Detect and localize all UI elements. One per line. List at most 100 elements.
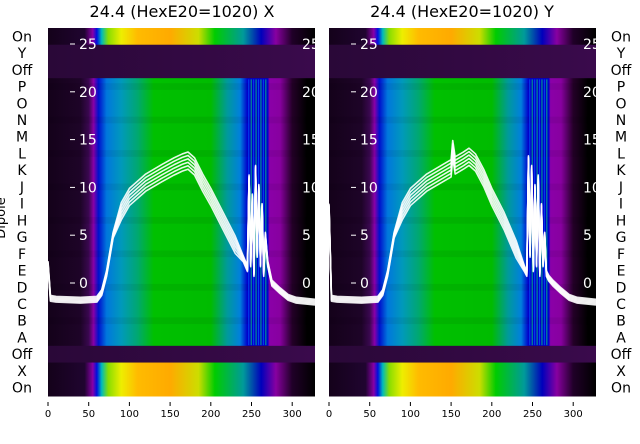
- row-label-right: I: [619, 197, 623, 213]
- heatmap-row-shade: [329, 234, 596, 241]
- heatmap-row-shade: [48, 334, 315, 341]
- row-label-left: X: [17, 364, 27, 380]
- twin-y-tick-label: 20: [583, 85, 601, 101]
- row-label-left: A: [17, 330, 27, 346]
- heatmap-row-shade: [329, 200, 596, 207]
- heatmap-row-shade: [48, 200, 315, 207]
- row-label-left: I: [20, 197, 24, 213]
- row-label-left: G: [17, 230, 28, 246]
- heatmap-row-shade: [48, 283, 315, 291]
- inner-y-tick-label: 10: [79, 180, 97, 196]
- heatmap-row: [48, 362, 315, 380]
- twin-y-tick-label: 25: [583, 37, 601, 53]
- heatmap-row: [329, 61, 596, 79]
- heatmap-stripe: [262, 79, 264, 346]
- heatmap-row-shade: [48, 250, 315, 258]
- heatmap-row-shade: [329, 150, 596, 157]
- row-label-right: Off: [611, 347, 632, 363]
- heatmap-row-shade: [329, 283, 596, 291]
- row-label-right: Off: [611, 63, 632, 79]
- heatmap-row-shade: [329, 100, 596, 107]
- heatmap-row-shade: [329, 334, 596, 341]
- heatmap-row-shade: [329, 183, 596, 191]
- x-tick-label: 0: [326, 409, 332, 420]
- twin-y-tick-label: 10: [302, 180, 320, 196]
- row-label-right: O: [615, 96, 626, 112]
- row-label-left: Off: [12, 347, 33, 363]
- row-label-right: X: [616, 364, 626, 380]
- trace-line: [47, 151, 316, 301]
- row-label-right: On: [611, 381, 631, 397]
- heatmap-row-shade: [48, 267, 315, 274]
- row-label-right: M: [615, 130, 627, 146]
- heatmap-row-shade: [329, 267, 596, 274]
- row-label-left: C: [17, 297, 27, 313]
- heatmap-row-shade: [329, 116, 596, 124]
- heatmap-row-shade: [329, 250, 596, 258]
- row-label-left: On: [12, 29, 32, 45]
- x-tick-label: 250: [523, 409, 542, 420]
- heatmap-row-shade: [48, 83, 315, 90]
- twin-y-tick-label: 20: [302, 85, 320, 101]
- row-label-left: N: [17, 113, 27, 129]
- twin-y-tick-label: 15: [302, 133, 320, 149]
- inner-y-tick-label: 15: [360, 133, 378, 149]
- twin-y-tick-label: 15: [583, 133, 601, 149]
- heatmap-row: [48, 379, 315, 397]
- heatmap-row: [329, 44, 596, 62]
- heatmap-stripe: [253, 79, 255, 346]
- heatmap-row-shade: [329, 317, 596, 325]
- heatmap-row: [329, 362, 596, 380]
- row-label-left: F: [18, 247, 26, 263]
- x-tick-label: 200: [482, 409, 501, 420]
- row-label-left: P: [18, 80, 26, 96]
- panel-title-y: 24.4 (HexE20=1020) Y: [370, 2, 554, 21]
- row-label-left: O: [16, 96, 27, 112]
- x-tick-label: 300: [564, 409, 583, 420]
- heatmap-row: [48, 345, 315, 364]
- twin-y-tick-label: 25: [302, 37, 320, 53]
- row-label-right: On: [611, 29, 631, 45]
- inner-y-tick-label: 25: [360, 37, 378, 53]
- inner-y-tick-label: 15: [79, 133, 97, 149]
- heatmap-row-shade: [329, 217, 596, 224]
- heatmap-stripe: [543, 79, 545, 346]
- row-label-left: B: [17, 314, 27, 330]
- row-label-right: K: [616, 163, 626, 179]
- row-label-right: B: [616, 314, 626, 330]
- row-label-right: J: [618, 180, 623, 196]
- row-label-left: E: [18, 264, 27, 280]
- row-label-right: P: [617, 80, 625, 96]
- heatmap-row: [329, 28, 596, 46]
- heatmap-row-shade: [48, 234, 315, 241]
- x-tick-label: 100: [401, 409, 420, 420]
- inner-y-tick-label: 20: [79, 85, 97, 101]
- heatmap-row-shade: [48, 217, 315, 224]
- heatmap-row: [48, 28, 315, 46]
- row-label-left: Y: [17, 46, 27, 62]
- x-tick-label: 300: [283, 409, 302, 420]
- x-tick-label: 150: [442, 409, 461, 420]
- inner-y-tick-label: 10: [360, 180, 378, 196]
- heatmap-row: [329, 379, 596, 397]
- inner-y-tick-label: 5: [360, 228, 369, 244]
- row-label-left: M: [16, 130, 28, 146]
- row-label-left: J: [19, 180, 24, 196]
- row-label-left: K: [17, 163, 27, 179]
- row-label-right: A: [616, 330, 626, 346]
- x-tick-label: 200: [201, 409, 220, 420]
- twin-y-tick-label: 0: [302, 276, 311, 292]
- heatmap-row-shade: [48, 183, 315, 191]
- row-label-right: C: [616, 297, 626, 313]
- row-label-right: E: [617, 264, 626, 280]
- y-axis-label: Dipole: [0, 197, 9, 238]
- x-tick-label: 250: [242, 409, 261, 420]
- row-label-right: D: [616, 280, 627, 296]
- row-label-right: G: [616, 230, 627, 246]
- inner-y-tick-label: 25: [79, 37, 97, 53]
- twin-y-tick-label: 5: [302, 228, 311, 244]
- x-tick-label: 150: [161, 409, 180, 420]
